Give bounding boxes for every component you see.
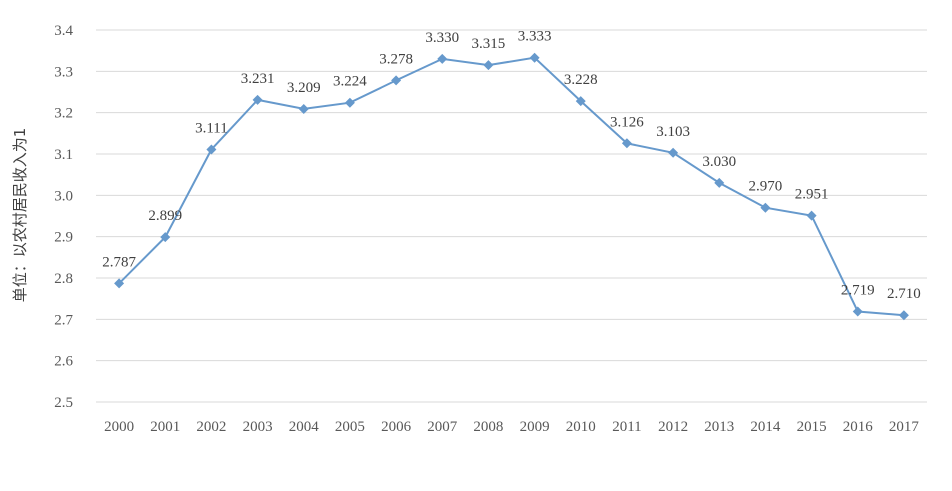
gridlines bbox=[96, 29, 927, 403]
y-tick-label: 3.0 bbox=[54, 188, 73, 204]
x-tick-label: 2010 bbox=[566, 419, 596, 435]
y-axis-title: 单位：以农村居民收入为1 bbox=[11, 128, 29, 303]
data-point-marker bbox=[391, 75, 402, 86]
data-point-marker bbox=[252, 94, 263, 105]
x-tick-label: 2000 bbox=[104, 419, 134, 435]
y-tick-label: 2.5 bbox=[54, 395, 73, 411]
y-tick-label: 2.8 bbox=[54, 271, 73, 287]
data-label: 2.719 bbox=[841, 282, 875, 298]
y-tick-labels: 2.5 2.6 2.7 2.8 2.9 3.0 3.1 3.2 3.3 3.4 bbox=[54, 23, 73, 411]
x-tick-label: 2011 bbox=[612, 419, 641, 435]
data-point-marker bbox=[483, 60, 494, 71]
data-point-marker bbox=[575, 96, 586, 107]
x-tick-label: 2002 bbox=[196, 419, 226, 435]
series-line bbox=[118, 56, 904, 317]
data-label: 3.333 bbox=[518, 29, 552, 45]
x-tick-label: 2005 bbox=[335, 419, 365, 435]
x-tick-label: 2001 bbox=[150, 419, 180, 435]
data-label: 2.899 bbox=[148, 208, 182, 224]
data-point-marker bbox=[529, 52, 540, 63]
data-label: 3.126 bbox=[610, 114, 644, 130]
data-label: 2.970 bbox=[749, 179, 783, 195]
x-tick-label: 2007 bbox=[427, 419, 458, 435]
y-tick-label: 2.9 bbox=[54, 230, 73, 246]
y-tick-label: 3.1 bbox=[54, 147, 73, 163]
data-label: 3.030 bbox=[702, 154, 736, 170]
series bbox=[114, 52, 909, 321]
data-label: 3.103 bbox=[656, 124, 690, 140]
data-point-marker bbox=[806, 210, 817, 221]
y-tick-label: 2.7 bbox=[54, 312, 73, 328]
data-point-marker bbox=[344, 97, 355, 108]
y-tick-label: 3.2 bbox=[54, 106, 73, 122]
x-tick-label: 2017 bbox=[889, 419, 920, 435]
y-tick-label: 2.6 bbox=[54, 354, 73, 370]
data-label: 3.224 bbox=[333, 74, 367, 90]
data-point-marker bbox=[160, 232, 171, 243]
data-label: 3.278 bbox=[379, 51, 413, 67]
x-tick-labels: 2000 2001 2002 2003 2004 2005 2006 2007 2008 2009… bbox=[104, 419, 919, 435]
data-point-marker bbox=[898, 310, 909, 321]
data-label: 3.209 bbox=[287, 80, 321, 96]
data-label: 3.231 bbox=[241, 71, 275, 87]
data-label: 2.710 bbox=[887, 286, 921, 302]
data-label: 2.787 bbox=[102, 254, 136, 270]
data-label: 3.228 bbox=[564, 72, 598, 88]
x-tick-label: 2004 bbox=[289, 419, 320, 435]
x-tick-label: 2003 bbox=[243, 419, 273, 435]
data-point-marker bbox=[714, 177, 725, 188]
data-point-marker bbox=[206, 144, 217, 155]
x-tick-label: 2008 bbox=[473, 419, 503, 435]
data-point-marker bbox=[298, 103, 309, 114]
y-tick-label: 3.3 bbox=[54, 64, 73, 80]
data-label: 3.315 bbox=[472, 36, 506, 52]
x-tick-label: 2006 bbox=[381, 419, 412, 435]
x-tick-label: 2012 bbox=[658, 419, 688, 435]
x-tick-label: 2014 bbox=[750, 419, 781, 435]
x-tick-label: 2015 bbox=[797, 419, 827, 435]
data-point-marker bbox=[621, 138, 632, 149]
x-tick-label: 2013 bbox=[704, 419, 734, 435]
data-labels: 2.787 2.899 3.111 3.231 3.209 3.224 3.278 3.330… bbox=[102, 29, 921, 303]
data-label: 3.330 bbox=[425, 30, 459, 46]
data-point-marker bbox=[437, 53, 448, 64]
x-tick-label: 2016 bbox=[843, 419, 874, 435]
data-point-marker bbox=[852, 306, 863, 317]
data-point-marker bbox=[760, 202, 771, 213]
x-tick-label: 2009 bbox=[520, 419, 550, 435]
data-point-marker bbox=[114, 278, 125, 289]
data-label: 2.951 bbox=[795, 187, 829, 203]
data-label: 3.111 bbox=[195, 120, 228, 136]
y-tick-label: 3.4 bbox=[54, 23, 73, 39]
data-point-marker bbox=[668, 147, 679, 158]
